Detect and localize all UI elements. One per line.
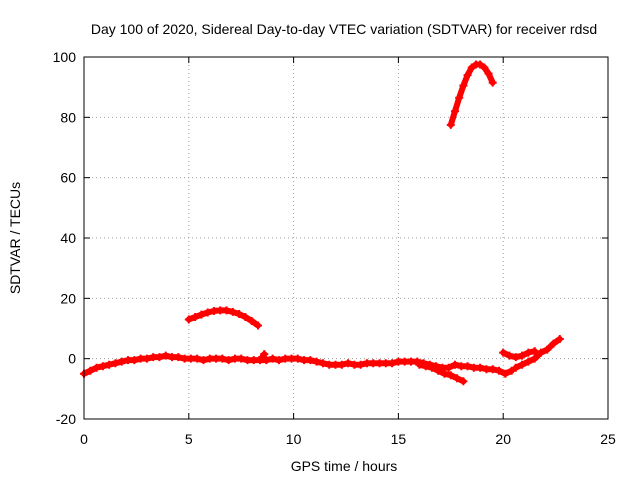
series-arc-2: [446, 60, 497, 129]
series-spike: [258, 350, 269, 362]
series-branch-2: [499, 347, 539, 362]
x-tick-label: 10: [286, 431, 302, 447]
series-rise-end: [511, 335, 564, 372]
grid-lines: [84, 57, 608, 419]
data-point: [507, 366, 516, 375]
data-point: [530, 347, 539, 356]
y-axis-label: SDTVAR / TECUs: [7, 182, 23, 294]
x-tick-label: 20: [495, 431, 511, 447]
y-tick-label: 60: [60, 170, 76, 186]
y-tick-label: 100: [53, 49, 77, 65]
plot-frame: [83, 56, 609, 420]
x-tick-label: 5: [185, 431, 193, 447]
y-tick-label: 40: [60, 230, 76, 246]
series-arc-1: [184, 306, 262, 330]
data-point: [459, 377, 468, 386]
series-branch-1: [415, 360, 468, 386]
chart-title: Day 100 of 2020, Sidereal Day-to-day VTE…: [91, 21, 597, 37]
x-tick-label: 25: [600, 431, 616, 447]
data-points: [80, 60, 564, 386]
x-tick-label: 15: [391, 431, 407, 447]
data-point: [488, 78, 497, 87]
data-point: [260, 350, 269, 359]
y-tick-label: 0: [68, 351, 76, 367]
x-axis-label: GPS time / hours: [291, 458, 398, 474]
data-point: [253, 321, 262, 330]
y-tick-label: 80: [60, 109, 76, 125]
data-point: [555, 335, 564, 344]
y-tick-label: -20: [56, 411, 76, 427]
y-tick-label: 20: [60, 290, 76, 306]
x-tick-label: 0: [80, 431, 88, 447]
